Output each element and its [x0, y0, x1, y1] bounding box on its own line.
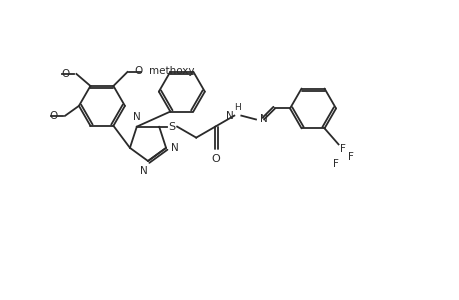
Text: S: S	[168, 122, 175, 132]
Text: F: F	[332, 159, 338, 170]
Text: H: H	[234, 103, 240, 112]
Text: O: O	[61, 69, 69, 79]
Text: methoxy: methoxy	[149, 66, 195, 76]
Text: N: N	[259, 114, 267, 124]
Text: N: N	[171, 143, 179, 153]
Text: O: O	[134, 66, 142, 76]
Text: N: N	[133, 112, 140, 122]
Text: N: N	[140, 166, 147, 176]
Text: O: O	[210, 154, 219, 164]
Text: F: F	[347, 152, 353, 162]
Text: F: F	[339, 144, 345, 154]
Text: N: N	[225, 111, 233, 121]
Text: O: O	[50, 111, 58, 121]
